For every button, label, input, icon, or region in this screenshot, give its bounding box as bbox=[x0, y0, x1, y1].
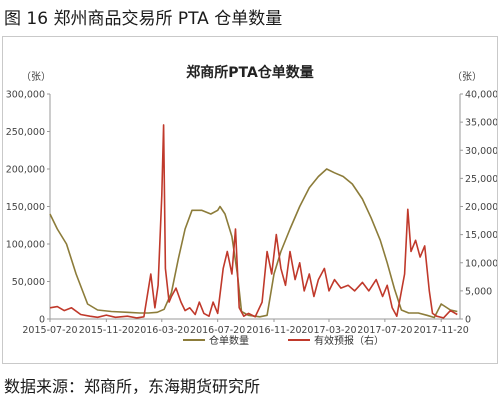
y-right-tick-label: 15,000 bbox=[465, 230, 497, 241]
figure-title: 图 16 郑州商品交易所 PTA 仓单数量 bbox=[4, 9, 283, 29]
y-left-tick-label: 150,000 bbox=[6, 202, 45, 213]
y-right-tick-label: 0 bbox=[465, 315, 471, 326]
chart-frame: 郑商所PTA仓单数量 （张） （张） 0 50,000 100,000 150,000… bbox=[2, 36, 498, 364]
plot-area: 0 50,000 100,000 150,000 200,000 250,000 300,0… bbox=[6, 90, 497, 337]
y-left-tick-label: 100,000 bbox=[6, 240, 45, 251]
legend-label-1: 仓单数量 bbox=[209, 334, 249, 347]
x-tick-label: 2017-07-20 bbox=[357, 325, 412, 336]
x-tick-label: 2017-03-20 bbox=[301, 325, 356, 336]
source-note: 数据来源：郑商所，东海期货研究所 bbox=[4, 377, 261, 396]
y-right-tick-label: 25,000 bbox=[465, 174, 497, 185]
chart-svg: 郑商所PTA仓单数量 （张） （张） 0 50,000 100,000 150,000… bbox=[6, 64, 497, 347]
x-tick-label: 2016-03-20 bbox=[134, 325, 189, 336]
x-tick-label: 2016-07-20 bbox=[190, 325, 245, 336]
x-tick-label: 2017-11-20 bbox=[414, 325, 469, 336]
x-tick-label: 2015-07-20 bbox=[22, 325, 77, 336]
chart-title: 郑商所PTA仓单数量 bbox=[186, 64, 314, 81]
y-right-tick-label: 30,000 bbox=[465, 146, 497, 157]
y-left-tick-label: 250,000 bbox=[6, 127, 45, 138]
left-axis-unit: （张） bbox=[21, 71, 51, 83]
y-right-tick-label: 35,000 bbox=[465, 118, 497, 129]
y-left-tick-label: 50,000 bbox=[12, 277, 45, 288]
y-right-tick-label: 40,000 bbox=[465, 90, 497, 101]
y-left-tick-label: 0 bbox=[39, 315, 45, 326]
legend: 仓单数量 有效预报（右） bbox=[183, 334, 384, 347]
x-tick-label: 2015-11-20 bbox=[79, 325, 134, 336]
legend-label-2: 有效预报（右） bbox=[314, 334, 384, 347]
y-left-tick-label: 200,000 bbox=[6, 165, 45, 176]
y-right-tick-label: 20,000 bbox=[465, 202, 497, 213]
series-line-2 bbox=[49, 124, 458, 319]
right-axis-unit: （张） bbox=[452, 71, 482, 83]
y-right-tick-label: 5,000 bbox=[465, 286, 492, 297]
y-right-tick-label: 10,000 bbox=[465, 258, 497, 269]
x-tick-label: 2016-11-20 bbox=[246, 325, 301, 336]
series-line-1 bbox=[49, 168, 458, 319]
y-left-tick-label: 300,000 bbox=[6, 90, 45, 101]
